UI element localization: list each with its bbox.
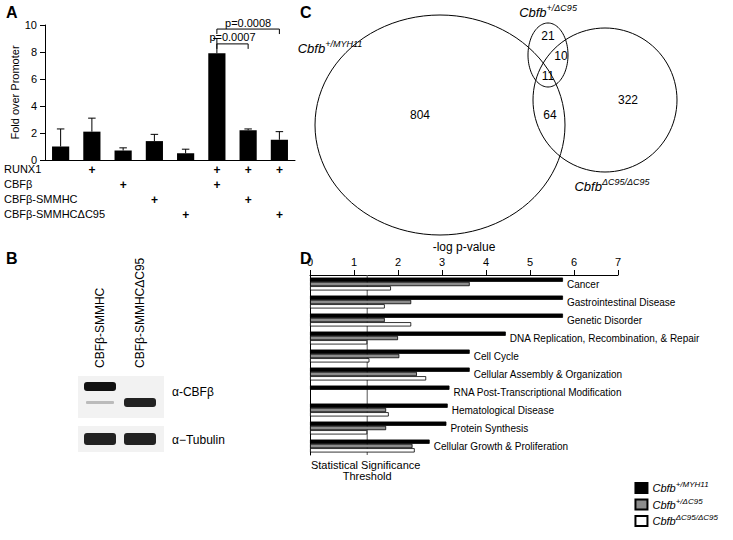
svg-text:6: 6 — [571, 256, 577, 268]
svg-text:21: 21 — [541, 29, 555, 43]
svg-text:Cell Cycle: Cell Cycle — [474, 351, 519, 362]
svg-text:ΔC95/ΔC95: ΔC95/ΔC95 — [601, 177, 651, 187]
svg-text:Cellular Assembly & Organizati: Cellular Assembly & Organization — [474, 369, 622, 380]
svg-text:+: + — [151, 193, 158, 207]
svg-text:CBFβ-SMMHCΔC95: CBFβ-SMMHCΔC95 — [4, 208, 105, 220]
svg-text:10: 10 — [25, 19, 37, 31]
svg-text:RNA Post-Transcriptional Modif: RNA Post-Transcriptional Modification — [453, 387, 621, 398]
svg-text:+: + — [245, 193, 252, 207]
svg-text:10: 10 — [554, 49, 568, 63]
svg-text:α-CBFβ: α-CBFβ — [172, 385, 214, 399]
svg-text:+: + — [120, 178, 127, 192]
svg-text:CBFβ-SMMHC: CBFβ-SMMHC — [4, 193, 78, 205]
svg-text:64: 64 — [543, 108, 557, 122]
svg-text:+: + — [213, 178, 220, 192]
svg-text:0: 0 — [31, 154, 37, 166]
svg-text:4: 4 — [483, 256, 489, 268]
svg-text:Gastrointestinal Disease: Gastrointestinal Disease — [567, 297, 676, 308]
svg-text:1: 1 — [351, 256, 357, 268]
svg-text:+: + — [88, 163, 95, 177]
svg-text:CBFβ-SMMHC: CBFβ-SMMHC — [93, 287, 107, 368]
svg-text:2: 2 — [31, 127, 37, 139]
svg-text:Cbfb: Cbfb — [652, 515, 675, 527]
svg-text:5: 5 — [527, 256, 533, 268]
svg-text:+/ΔC95: +/ΔC95 — [547, 3, 578, 13]
svg-text:Protein Synthesis: Protein Synthesis — [450, 423, 528, 434]
svg-text:Statistical Significance: Statistical Significance — [311, 458, 424, 471]
svg-text:D: D — [300, 249, 312, 267]
svg-text:B: B — [6, 250, 18, 267]
svg-text:Genetic Disorder: Genetic Disorder — [567, 315, 643, 326]
svg-text:CBFβ: CBFβ — [4, 178, 32, 190]
svg-text:2: 2 — [395, 256, 401, 268]
svg-text:-log p-value: -log p-value — [433, 240, 496, 254]
svg-text:11: 11 — [542, 69, 555, 83]
svg-text:+: + — [245, 163, 252, 177]
svg-text:+: + — [276, 163, 283, 177]
svg-text:3: 3 — [439, 256, 445, 268]
svg-text:DNA Replication, Recombination: DNA Replication, Recombination, & Repair — [510, 333, 700, 344]
svg-text:ΔC95/ΔC95: ΔC95/ΔC95 — [675, 513, 719, 522]
svg-text:+: + — [182, 208, 189, 222]
svg-text:7: 7 — [615, 256, 621, 268]
svg-text:0: 0 — [307, 256, 313, 268]
svg-text:Cancer: Cancer — [567, 279, 600, 290]
svg-text:+: + — [213, 163, 220, 177]
svg-text:804: 804 — [410, 108, 430, 122]
svg-text:+/MYH11: +/MYH11 — [676, 480, 709, 489]
svg-text:Threshold: Threshold — [343, 470, 392, 482]
svg-text:8: 8 — [31, 46, 37, 58]
svg-text:Hematological Disease: Hematological Disease — [452, 405, 555, 416]
svg-text:Cellular Growth & Proliferatio: Cellular Growth & Proliferation — [434, 441, 569, 452]
svg-text:p=0.0008: p=0.0008 — [225, 17, 271, 29]
svg-text:Cbfb: Cbfb — [574, 179, 601, 194]
svg-text:RUNX1: RUNX1 — [4, 162, 42, 175]
svg-text:A: A — [6, 4, 18, 21]
svg-text:+: + — [276, 208, 283, 222]
svg-text:4: 4 — [31, 100, 37, 112]
svg-text:p=0.0007: p=0.0007 — [209, 31, 255, 43]
svg-text:Cbfb: Cbfb — [519, 5, 546, 20]
svg-text:6: 6 — [31, 73, 37, 85]
svg-text:Cbfb: Cbfb — [652, 499, 675, 511]
svg-text:Cbfb: Cbfb — [652, 482, 675, 494]
svg-text:CBFβ-SMMHCΔC95: CBFβ-SMMHCΔC95 — [133, 257, 147, 368]
svg-text:Cbfb: Cbfb — [298, 41, 325, 56]
svg-text:C: C — [300, 4, 312, 21]
svg-text:322: 322 — [618, 93, 638, 107]
svg-text:+/MYH11: +/MYH11 — [325, 39, 362, 49]
svg-text:+/ΔC95: +/ΔC95 — [676, 497, 703, 506]
svg-text:α−Tubulin: α−Tubulin — [172, 433, 225, 447]
svg-text:Fold over Promoter: Fold over Promoter — [9, 45, 21, 139]
